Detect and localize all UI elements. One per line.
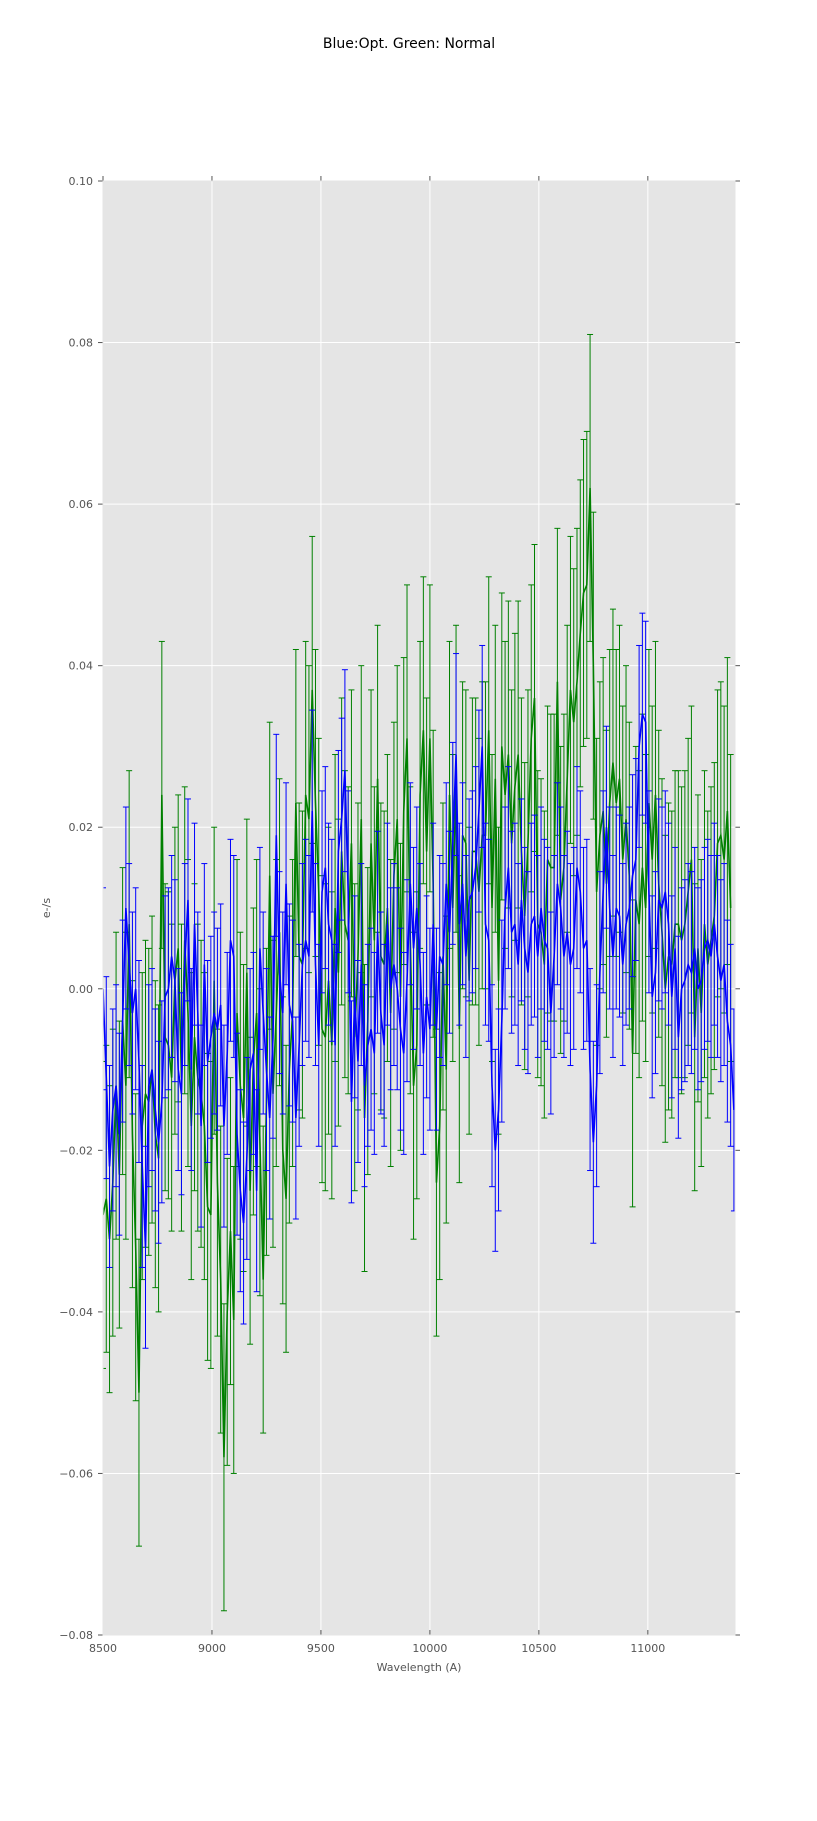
series-layer [103,333,735,1612]
tick-labels: 8500 9000 9500 10000 10500 11000 −0.08 −0.06 −0.… [59,175,665,1655]
y-tick-label: 0.00 [69,983,94,996]
axes-frame [102,180,736,1636]
x-axis-label: Wavelength (A) [377,1661,462,1674]
y-tick-label: 0.06 [69,498,94,511]
y-tick-label: −0.02 [59,1144,93,1157]
x-tick-label: 10000 [412,1642,447,1655]
x-tick-label: 9000 [198,1642,226,1655]
series-line-1 [103,713,735,1248]
y-tick-label: −0.06 [59,1467,93,1480]
series-1 [103,612,735,1349]
tick-marks [98,176,740,1636]
y-tick-label: 0.08 [69,337,94,350]
x-tick-label: 10500 [521,1642,556,1655]
chart-title: Blue:Opt. Green: Normal [323,36,495,52]
y-tick-label: 0.10 [69,175,94,188]
x-tick-label: 11000 [630,1642,665,1655]
x-tick-label: 9500 [307,1642,335,1655]
y-tick-label: 0.04 [69,660,94,673]
y-axis-label: e-/s [40,898,53,918]
y-tick-label: 0.02 [69,821,94,834]
y-tick-label: −0.08 [59,1629,93,1642]
x-tick-label: 8500 [89,1642,117,1655]
y-tick-label: −0.04 [59,1306,93,1319]
series-line-0 [103,487,732,1458]
